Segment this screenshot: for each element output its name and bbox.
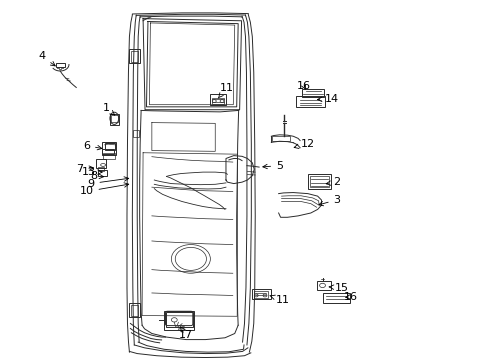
Bar xyxy=(271,136,290,141)
Text: 6: 6 xyxy=(83,140,102,150)
Bar xyxy=(163,311,193,330)
Bar xyxy=(104,143,115,150)
Bar xyxy=(254,291,267,298)
Text: 4: 4 xyxy=(39,51,55,66)
Bar xyxy=(56,63,64,67)
Bar xyxy=(131,51,138,62)
Bar xyxy=(210,94,225,105)
Bar xyxy=(131,305,138,316)
Bar xyxy=(111,115,118,122)
Text: 2: 2 xyxy=(325,177,340,187)
Bar xyxy=(133,130,139,137)
Bar xyxy=(307,174,330,189)
Text: 13: 13 xyxy=(81,167,102,177)
Bar xyxy=(110,114,119,126)
Bar xyxy=(252,289,270,299)
Text: 5: 5 xyxy=(262,161,283,171)
Text: 11: 11 xyxy=(269,295,289,305)
Bar xyxy=(102,149,114,154)
Text: 12: 12 xyxy=(294,139,314,149)
Bar xyxy=(129,303,140,317)
Text: 1: 1 xyxy=(102,103,115,115)
Bar xyxy=(96,159,106,168)
Text: 8: 8 xyxy=(90,171,103,181)
Text: 11: 11 xyxy=(218,83,233,98)
Bar xyxy=(98,167,104,171)
Text: 14: 14 xyxy=(317,94,339,104)
Text: 16: 16 xyxy=(296,81,310,91)
Bar xyxy=(212,98,224,104)
Bar xyxy=(129,49,140,63)
Bar xyxy=(310,176,328,187)
Text: 15: 15 xyxy=(328,283,348,293)
Text: 9: 9 xyxy=(87,177,128,189)
Bar xyxy=(98,170,107,176)
Bar xyxy=(165,312,192,327)
Text: 3: 3 xyxy=(318,195,340,206)
Text: 10: 10 xyxy=(80,183,128,197)
Text: 16: 16 xyxy=(343,292,357,302)
Text: 7: 7 xyxy=(76,163,93,174)
Text: 17: 17 xyxy=(179,327,193,340)
